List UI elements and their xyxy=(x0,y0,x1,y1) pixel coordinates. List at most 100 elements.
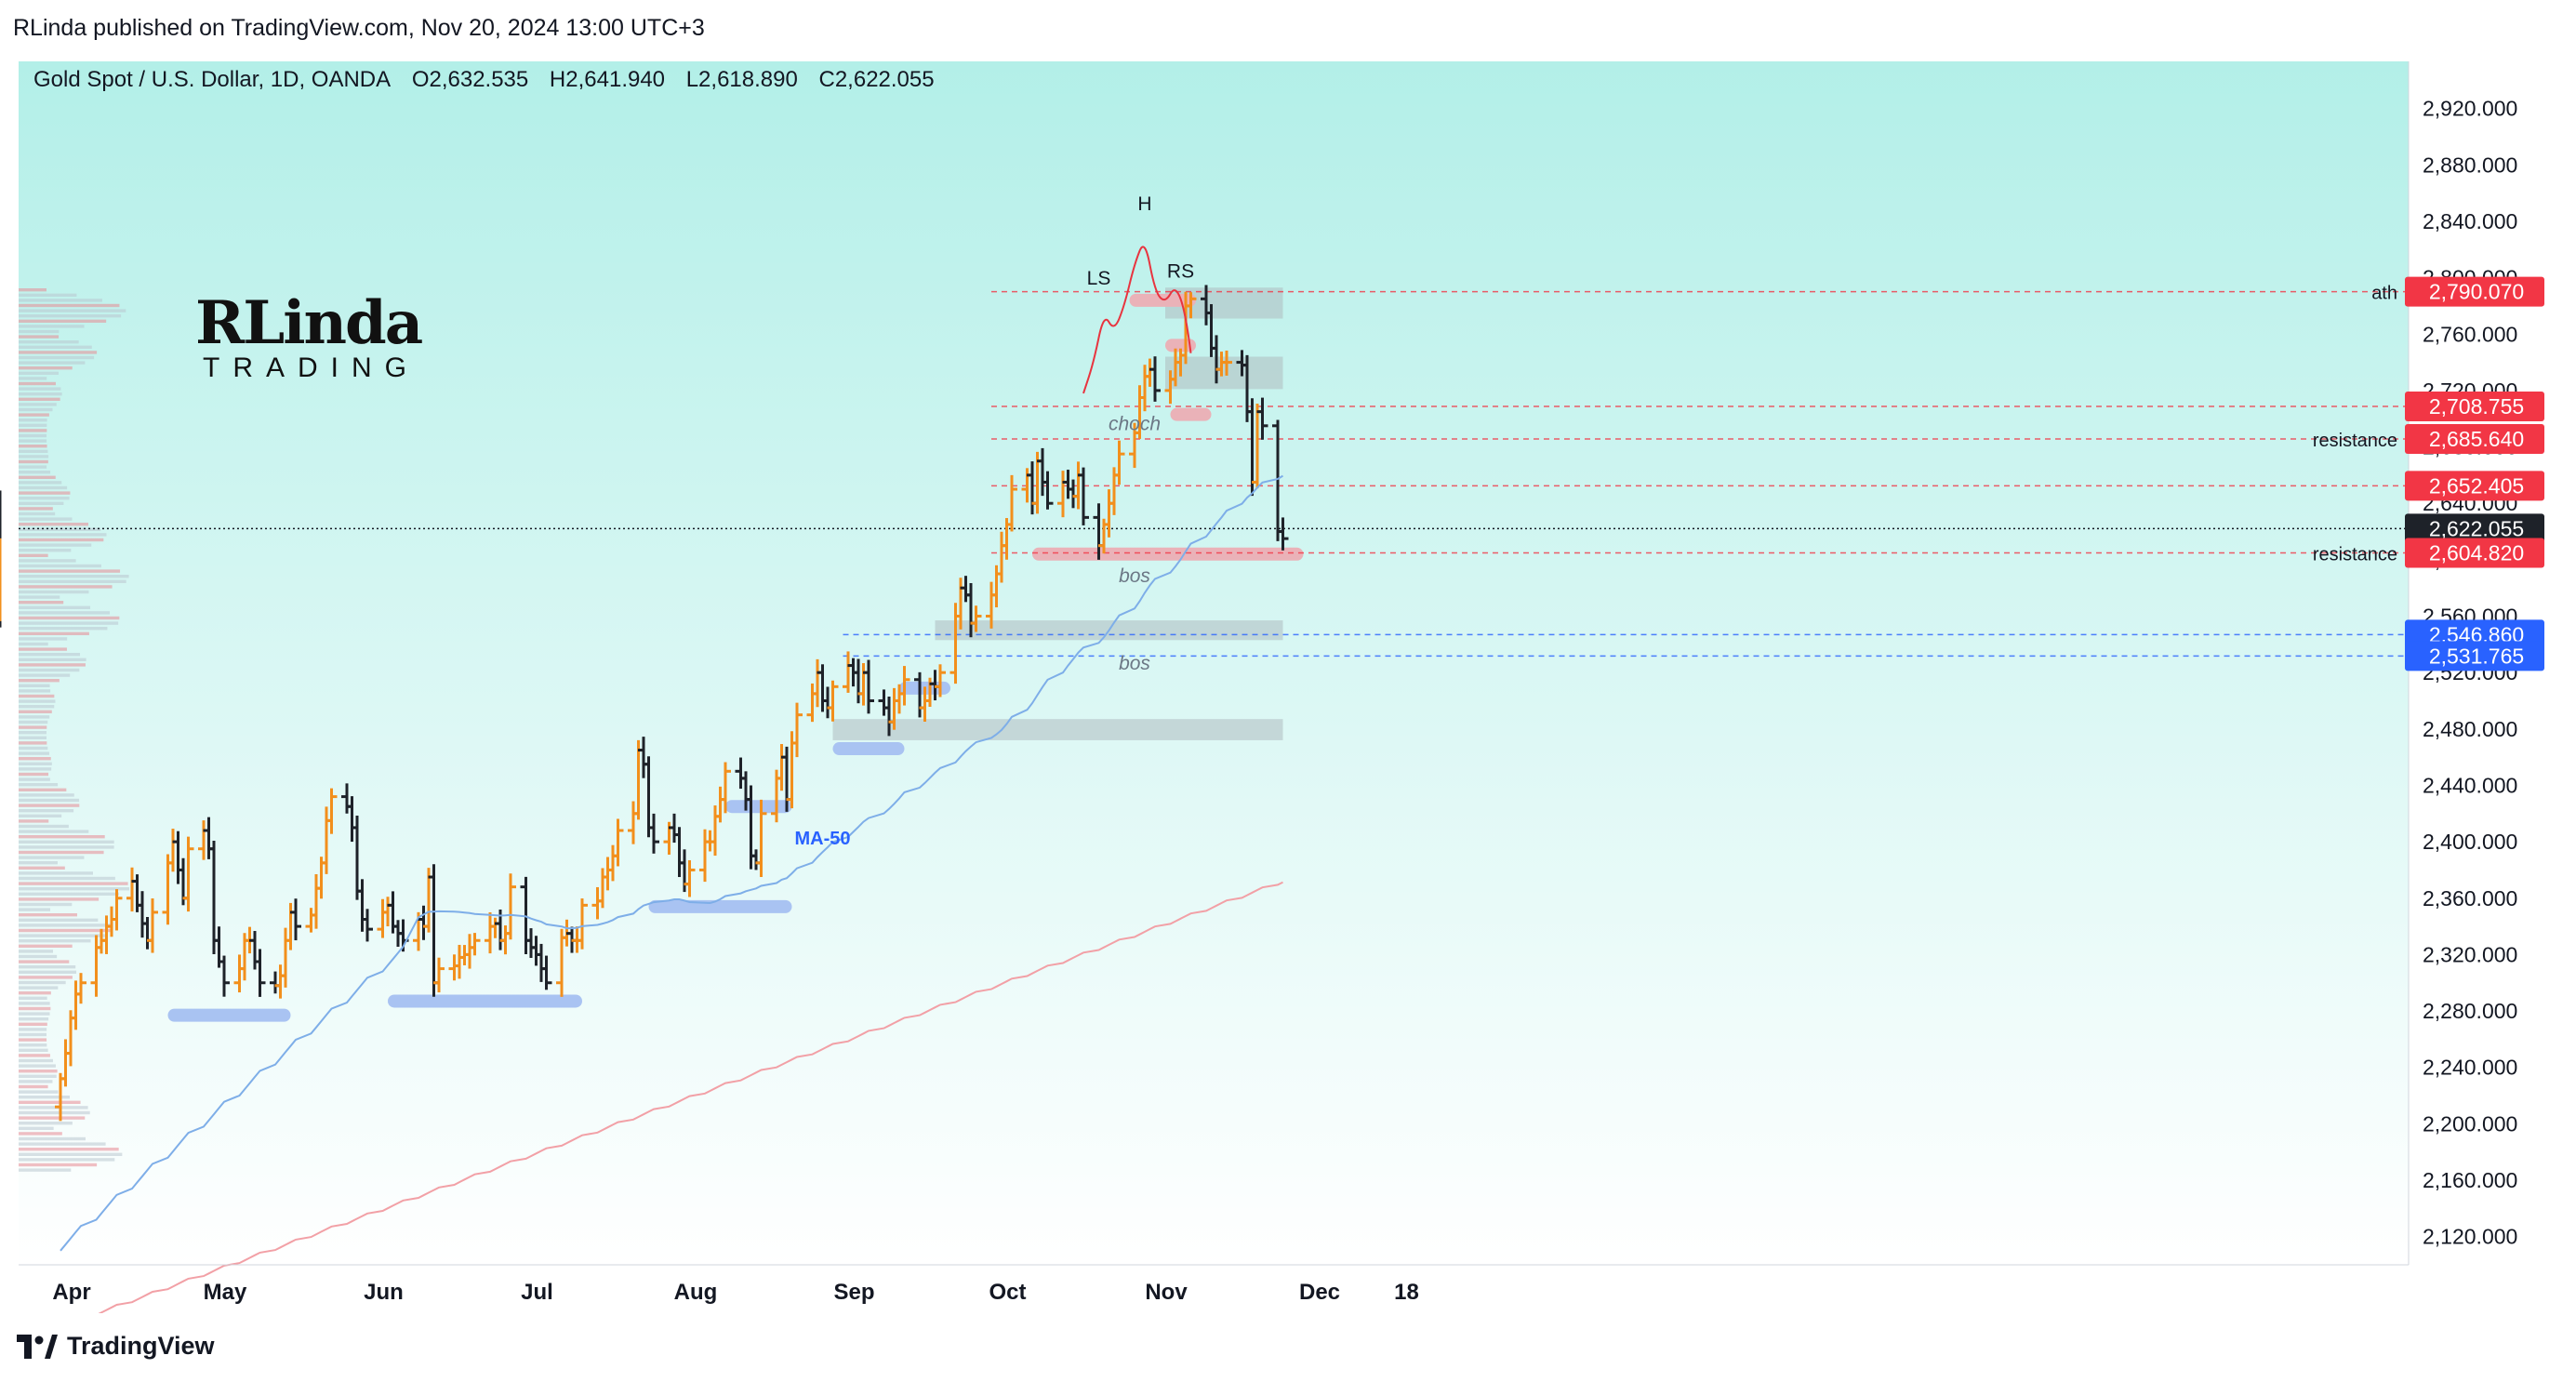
volume-profile-bar xyxy=(19,371,59,375)
volume-profile-bar xyxy=(19,908,51,911)
volume-profile-bar xyxy=(19,631,89,635)
volume-profile-bar xyxy=(19,866,65,870)
volume-profile-bar xyxy=(19,1110,90,1115)
volume-profile-bar xyxy=(19,445,47,448)
volume-profile-bar xyxy=(19,340,79,344)
candle xyxy=(1078,467,1089,525)
tradingview-icon xyxy=(17,1334,58,1359)
volume-profile-bar xyxy=(19,627,108,631)
volume-profile-bar xyxy=(19,1080,53,1083)
volume-profile-bar xyxy=(19,345,92,349)
volume-profile-bar xyxy=(19,871,93,875)
annotation-ma-50: MA-50 xyxy=(794,829,850,849)
candle xyxy=(1256,397,1268,440)
volume-profile-bar xyxy=(19,1132,62,1136)
volume-profile-bar xyxy=(19,288,46,292)
candle xyxy=(111,889,123,931)
volume-profile-bar xyxy=(19,694,55,698)
volume-profile-bar xyxy=(19,403,57,406)
volume-profile-bar xyxy=(19,325,85,328)
price-label-box xyxy=(2405,471,2544,501)
candle xyxy=(147,898,158,953)
logo-line1: RLinda xyxy=(195,288,423,358)
volume-profile-bar xyxy=(19,642,48,646)
candle xyxy=(612,818,624,867)
volume-profile-bar xyxy=(19,960,70,963)
volume-profile-bar xyxy=(19,381,56,386)
volume-profile-bar xyxy=(19,601,64,605)
volume-profile-bar xyxy=(19,861,58,865)
level-label: resistance xyxy=(2313,545,2397,565)
volume-profile-bar xyxy=(19,1032,47,1037)
volume-profile-bar xyxy=(19,736,47,739)
resistance-zone xyxy=(1170,407,1212,421)
volume-profile-bar xyxy=(19,585,113,589)
volume-profile-bar xyxy=(19,433,47,438)
publish-info: RLinda published on TradingView.com, Nov… xyxy=(13,15,705,41)
x-tick-label: Aug xyxy=(674,1280,718,1305)
volume-profile-bar xyxy=(19,553,48,557)
volume-profile-bar xyxy=(19,1002,50,1005)
candle xyxy=(362,909,373,942)
y-tick-label: 2,400.000 xyxy=(2423,830,2517,854)
volume-profile-bar xyxy=(19,299,102,302)
volume-profile-bar xyxy=(19,314,122,318)
volume-profile-bar xyxy=(19,684,50,687)
volume-profile-bar xyxy=(19,1142,106,1146)
volume-profile-bar xyxy=(19,366,73,370)
volume-profile-bar xyxy=(19,1074,57,1078)
ohlc-open: O2,632.535 xyxy=(411,67,529,92)
volume-profile-bar xyxy=(19,1158,115,1162)
candle xyxy=(720,762,731,814)
volume-profile-bar xyxy=(19,725,47,729)
volume-profile-bar xyxy=(19,1148,119,1151)
volume-profile-bar xyxy=(19,970,77,974)
volume-profile-bar xyxy=(19,1058,53,1063)
ohlc-high: H2,641.940 xyxy=(549,67,666,92)
volume-profile-bar xyxy=(19,475,56,479)
symbol-title: Gold Spot / U.S. Dollar, 1D, OANDA xyxy=(33,67,392,92)
candle xyxy=(75,973,86,1004)
volume-profile-bar xyxy=(19,647,67,651)
level-label: resistance xyxy=(2313,431,2397,451)
volume-profile-bar xyxy=(19,762,52,765)
volume-profile-bar xyxy=(19,1064,56,1068)
volume-profile-bar xyxy=(19,1126,54,1130)
rlinda-logo: RLinda TRADING xyxy=(195,288,423,384)
volume-profile-bar xyxy=(19,819,49,823)
volume-profile-bar xyxy=(19,751,49,755)
y-tick-label: 2,320.000 xyxy=(2423,942,2517,966)
volume-profile-bar xyxy=(19,637,68,641)
candle xyxy=(863,659,874,714)
volume-profile-bar xyxy=(19,830,89,833)
volume-profile-bar xyxy=(19,335,60,339)
price-label-box xyxy=(2405,538,2544,568)
volume-profile-bar xyxy=(19,564,101,568)
volume-profile-bar xyxy=(19,991,51,995)
volume-profile-bar xyxy=(19,887,129,891)
volume-profile-bar xyxy=(19,1006,51,1011)
volume-profile-bar xyxy=(19,1096,70,1099)
candle xyxy=(540,955,552,990)
y-tick-label: 2,160.000 xyxy=(2423,1168,2517,1192)
tradingview-brand[interactable]: TradingView xyxy=(17,1332,215,1361)
volume-profile-bar xyxy=(19,798,80,803)
plot-background xyxy=(19,52,2409,1265)
volume-profile-bar xyxy=(19,1106,88,1110)
volume-profile-bar xyxy=(19,1163,98,1167)
volume-profile-bar xyxy=(19,319,107,323)
volume-profile-bar xyxy=(19,653,81,657)
volume-profile-bar xyxy=(19,777,50,781)
volume-profile-bar xyxy=(19,549,72,552)
candle xyxy=(1113,440,1125,485)
x-tick-label: Dec xyxy=(1299,1280,1340,1305)
volume-profile-bar xyxy=(19,1100,81,1104)
price-axis-bg xyxy=(2409,52,2576,1293)
volume-profile-bar xyxy=(19,1012,50,1016)
price-label-text: 2,604.820 xyxy=(2429,541,2524,565)
y-tick-label: 2,760.000 xyxy=(2423,322,2517,346)
candle xyxy=(1185,292,1197,319)
volume-profile-bar xyxy=(19,824,69,829)
volume-profile-bar xyxy=(19,611,111,615)
